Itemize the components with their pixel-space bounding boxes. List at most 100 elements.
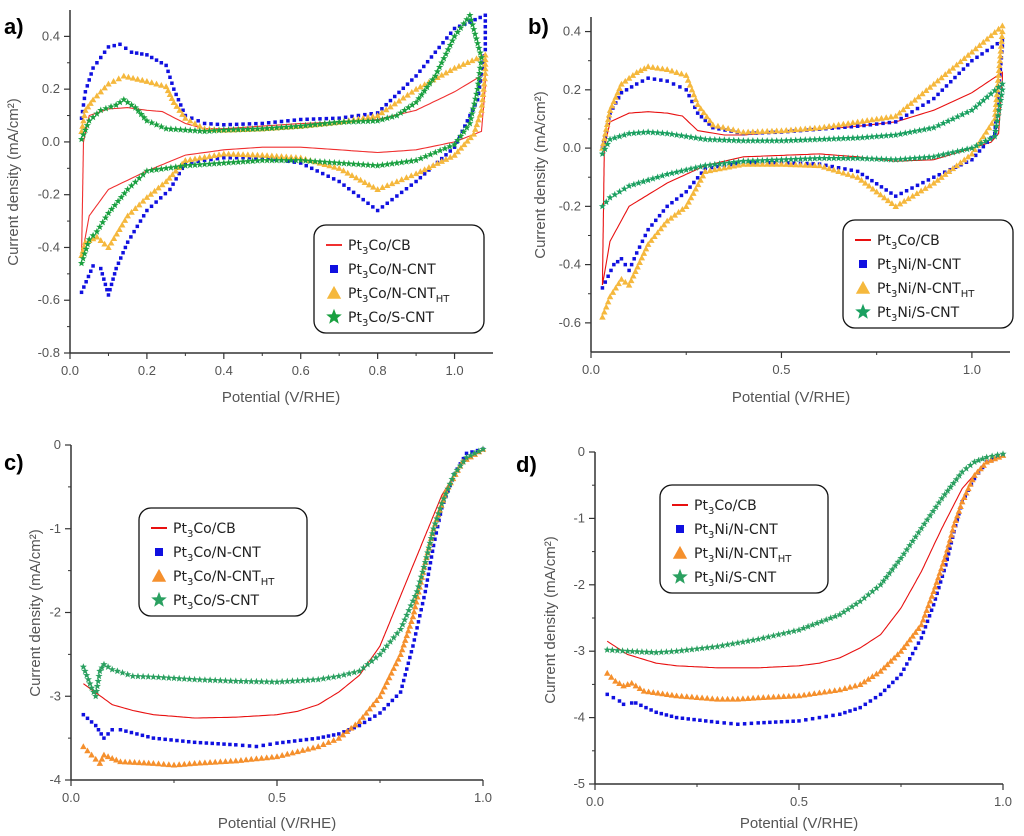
data-point [754, 160, 761, 167]
data-point [393, 178, 401, 185]
data-point [697, 105, 704, 112]
data-point [980, 38, 987, 45]
data-point [205, 160, 213, 168]
data-point [247, 122, 252, 126]
data-point [371, 205, 375, 209]
data-point [846, 683, 854, 690]
data-point [467, 451, 475, 459]
data-point [937, 585, 941, 590]
data-point [844, 171, 852, 177]
data-point [355, 667, 363, 675]
legend-entry-label: Pt3Co/CB [348, 238, 411, 257]
data-point [405, 82, 410, 86]
data-point [684, 88, 688, 92]
data-point [905, 195, 912, 202]
data-point [690, 99, 694, 104]
data-point [399, 190, 404, 195]
data-point [168, 75, 172, 80]
data-point [942, 551, 950, 558]
data-point [482, 51, 489, 58]
data-point [709, 695, 716, 702]
data-point [967, 480, 974, 487]
data-point [892, 131, 900, 138]
data-point [304, 745, 312, 752]
data-point [695, 111, 700, 115]
data-point [633, 647, 641, 655]
data-point [128, 182, 136, 189]
data-point [993, 91, 1001, 98]
data-point [932, 175, 936, 179]
data-point [600, 286, 605, 290]
data-point [360, 664, 368, 671]
data-point [420, 601, 425, 606]
y-tick-label: 0.2 [563, 82, 581, 97]
data-point [844, 605, 852, 613]
data-point [314, 743, 322, 750]
data-point [99, 732, 103, 736]
data-point [630, 180, 638, 188]
data-point [378, 711, 382, 715]
data-point [186, 760, 193, 767]
data-point [744, 637, 752, 645]
panel-label: d) [516, 452, 537, 477]
x-axis-title: Potential (V/RHE) [740, 815, 858, 832]
data-point [102, 214, 110, 221]
data-point [404, 91, 411, 98]
data-point [79, 122, 86, 129]
data-point [369, 112, 373, 116]
data-point [457, 132, 465, 140]
data-point [369, 161, 377, 169]
data-point [113, 756, 120, 763]
data-point [659, 711, 664, 716]
data-point [340, 671, 348, 678]
data-point [912, 628, 919, 635]
data-point [965, 485, 972, 492]
data-point [958, 498, 966, 505]
data-point [684, 190, 688, 194]
data-point [373, 714, 377, 718]
data-point [331, 733, 336, 737]
data-point [759, 160, 766, 167]
data-point [907, 99, 915, 106]
legend-entry-label: Pt3Co/CB [694, 498, 757, 517]
data-point [917, 524, 925, 532]
data-point [882, 114, 890, 121]
data-point [688, 86, 696, 93]
data-point [630, 129, 638, 137]
data-point [124, 212, 131, 219]
data-point [229, 126, 237, 133]
data-point [699, 115, 704, 119]
data-point [410, 608, 418, 615]
data-point [719, 123, 727, 130]
data-point [330, 736, 337, 743]
data-point [891, 680, 895, 685]
data-point [968, 48, 976, 55]
data-point [448, 149, 453, 153]
data-point [347, 724, 355, 731]
data-point [85, 84, 90, 88]
data-point [163, 191, 168, 196]
data-point [423, 83, 431, 91]
data-point [294, 748, 301, 755]
data-point [740, 128, 747, 135]
data-point [977, 465, 984, 472]
data-point [899, 116, 903, 121]
data-point [999, 450, 1007, 457]
data-point [117, 193, 125, 201]
data-point [859, 117, 866, 124]
data-point [869, 185, 877, 192]
data-point [972, 103, 980, 110]
data-point [166, 69, 170, 74]
data-point [790, 627, 798, 635]
data-point [144, 673, 152, 680]
data-point [215, 159, 223, 167]
data-point [945, 557, 949, 562]
data-point [321, 735, 326, 739]
data-point [927, 614, 932, 618]
data-point [330, 159, 338, 166]
data-point [302, 121, 310, 129]
data-point [716, 160, 724, 167]
data-point [406, 622, 414, 629]
data-point [191, 120, 199, 127]
